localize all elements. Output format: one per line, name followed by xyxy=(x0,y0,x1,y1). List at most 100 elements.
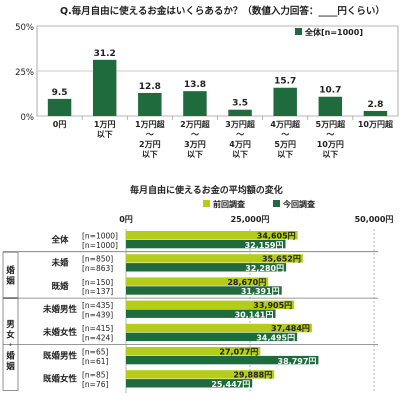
bar xyxy=(363,110,388,116)
bar-value-label: 13.8 xyxy=(184,80,206,90)
category-label: 0円 xyxy=(53,120,67,129)
bar xyxy=(183,91,207,116)
bar-previous xyxy=(126,277,269,286)
average-chart-title: 毎月自由に使えるお金の平均額の変化 xyxy=(130,184,283,196)
bar-previous-label: 28,670円 xyxy=(227,278,266,287)
bar-previous xyxy=(126,254,303,263)
category-label: 以下 xyxy=(322,150,338,159)
average-row: 既婚男性 [n=65][n=61] 27,077円 38,797円 xyxy=(43,347,319,366)
average-legend: 前回調査 今回調査 xyxy=(203,199,316,209)
row-n-previous: [n=435] xyxy=(82,301,113,310)
bar-previous-label: 33,905円 xyxy=(253,301,292,310)
bar-value-label: 15.7 xyxy=(274,77,296,87)
row-n-current: [n=61] xyxy=(82,357,109,366)
row-n-current: [n=76] xyxy=(82,380,109,389)
row-n-previous: [n=850] xyxy=(82,255,113,264)
bar-current-label: 38,797円 xyxy=(278,357,317,366)
bar-current xyxy=(126,379,253,388)
category-label: 5万円 xyxy=(274,140,296,149)
bar-previous-label: 34,605円 xyxy=(257,231,296,240)
legend-label-current: 今回調査 xyxy=(282,199,316,209)
distribution-value-labels: 9.5 31.2 12.8 13.8 3.5 15.7 10.7 2.8 xyxy=(52,49,384,110)
bar-previous xyxy=(126,300,295,309)
average-amount-chart: 毎月自由に使えるお金の平均額の変化 前回調査 今回調査 0円 25,000円 50,… xyxy=(2,184,393,393)
x-tick-label: 25,000円 xyxy=(231,215,270,224)
bar-current xyxy=(126,332,298,342)
side-group-label: ・ xyxy=(6,341,15,351)
category-label: 10万円超 xyxy=(358,119,394,129)
category-label: 4万円超 xyxy=(270,119,301,129)
row-n-current: [n=439] xyxy=(82,310,113,319)
category-label: 3万円 xyxy=(184,140,206,149)
bar-previous-label: 37,484円 xyxy=(271,324,310,333)
side-group-label: 婚 xyxy=(5,265,15,276)
side-group-box xyxy=(2,251,19,298)
category-label: 4万円 xyxy=(229,140,251,149)
row-n-previous: [n=85] xyxy=(82,371,109,380)
distribution-gridlines xyxy=(36,25,399,117)
distribution-bar-chart: Q.毎月自由に使えるお金はいくらあるか？（数値入力回答：____円くらい） 50… xyxy=(15,5,399,159)
bar-current xyxy=(126,239,286,249)
category-label: 2万円超 xyxy=(180,119,211,129)
row-label: 全体 xyxy=(50,234,69,245)
category-label: 以下 xyxy=(97,130,113,139)
row-n-current: [n=863] xyxy=(82,264,113,273)
bar-value-label: 2.8 xyxy=(367,100,383,110)
row-label: 既婚女性 xyxy=(43,374,78,385)
bar-current xyxy=(126,309,276,318)
side-group-label: 姻 xyxy=(6,276,15,287)
bar-value-label: 9.5 xyxy=(52,88,68,98)
distribution-chart-title: Q.毎月自由に使えるお金はいくらあるか？（数値入力回答：____円くらい） xyxy=(60,5,385,17)
bar-current xyxy=(126,355,319,365)
x-tick-label: 0円 xyxy=(119,215,133,224)
distribution-category-labels: 0円 1万円以下1万円超～2万円以下2万円超～3万円以下3万円超～4万円以下4万円… xyxy=(53,116,394,159)
row-label: 未婚女性 xyxy=(42,327,78,338)
row-n-previous: [n=415] xyxy=(82,324,113,333)
row-label: 既婚男性 xyxy=(43,350,78,361)
category-label: 以下 xyxy=(142,150,158,159)
side-group-label: 男 xyxy=(6,320,15,330)
bar-previous-label: 29,888円 xyxy=(233,371,272,380)
distribution-y-ticks: 50% 25% 0% xyxy=(15,23,34,123)
bar-current xyxy=(126,286,282,295)
side-group: 婚姻 xyxy=(2,251,19,298)
legend-label-total: 全体[n=1000] xyxy=(304,27,363,37)
category-label: ～ xyxy=(326,130,334,139)
bar xyxy=(318,96,343,116)
bar-current xyxy=(126,263,287,272)
category-label: ～ xyxy=(191,130,199,139)
bar-current-label: 32,280円 xyxy=(245,264,284,273)
row-n-current: [n=137] xyxy=(82,287,113,296)
side-group-label: 婚 xyxy=(5,351,15,362)
bar xyxy=(228,109,252,116)
distribution-bars xyxy=(47,59,388,116)
category-label: 3万円超 xyxy=(225,119,256,129)
row-n-previous: [n=150] xyxy=(82,278,113,287)
bar-previous-label: 35,652円 xyxy=(262,255,301,264)
legend-swatch-total xyxy=(295,28,302,35)
bar-current-label: 34,495円 xyxy=(256,334,295,343)
category-label: ～ xyxy=(281,130,289,139)
category-label: 以下 xyxy=(232,150,248,159)
row-n-current: [n=1000] xyxy=(82,241,118,250)
legend-swatch-previous xyxy=(203,200,210,207)
row-n-current: [n=424] xyxy=(82,334,113,343)
row-label: 既婚 xyxy=(51,281,69,292)
y-tick-label: 50% xyxy=(15,23,34,33)
bar-current-label: 32,159円 xyxy=(245,241,284,250)
bar-value-label: 3.5 xyxy=(232,99,248,109)
side-group-label: 姻 xyxy=(6,361,15,372)
category-label: 以下 xyxy=(277,150,293,159)
bar xyxy=(47,98,72,116)
category-label: 2万円 xyxy=(139,140,161,149)
bar-previous xyxy=(126,347,261,356)
